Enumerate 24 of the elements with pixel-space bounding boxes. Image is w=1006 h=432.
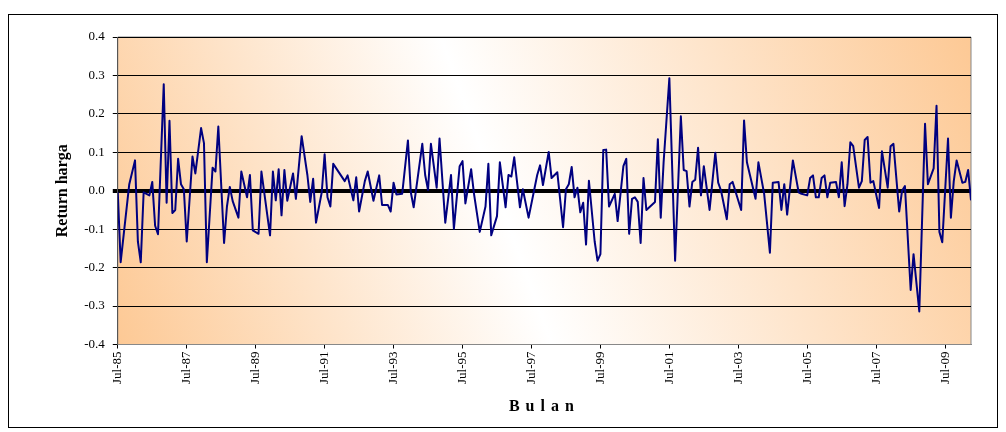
x-axis-title: Bulan (508, 396, 580, 414)
y-tick-label: -0.4 (84, 335, 106, 351)
x-tick-label: Jul-93 (384, 351, 400, 384)
y-tick-label: 0.2 (88, 105, 105, 121)
y-tick-label: -0.1 (84, 220, 105, 236)
x-tick-label: Jul-99 (591, 351, 607, 384)
x-tick-label: Jul-91 (316, 351, 332, 384)
x-tick-label: Jul-85 (109, 351, 125, 384)
x-tick-label: Jul-09 (936, 351, 952, 384)
y-tick-label: 0.4 (88, 28, 106, 44)
y-tick-label: -0.3 (84, 297, 105, 313)
x-tick-label: Jul-07 (867, 351, 883, 384)
x-tick-label: Jul-95 (453, 351, 469, 384)
y-tick-label: 0.1 (88, 143, 105, 159)
x-tick-label: Jul-03 (729, 351, 745, 384)
x-tick-label: Jul-89 (247, 351, 263, 384)
x-tick-label: Jul-87 (178, 351, 194, 384)
x-tick-label: Jul-01 (660, 351, 676, 384)
y-tick-label: -0.2 (84, 259, 105, 275)
y-axis-title: Return harga (52, 144, 71, 238)
y-tick-label: 0.3 (88, 66, 105, 82)
y-tick-label: 0.0 (88, 182, 105, 198)
x-tick-label: Jul-05 (798, 351, 814, 384)
x-tick-label: Jul-97 (522, 351, 538, 384)
